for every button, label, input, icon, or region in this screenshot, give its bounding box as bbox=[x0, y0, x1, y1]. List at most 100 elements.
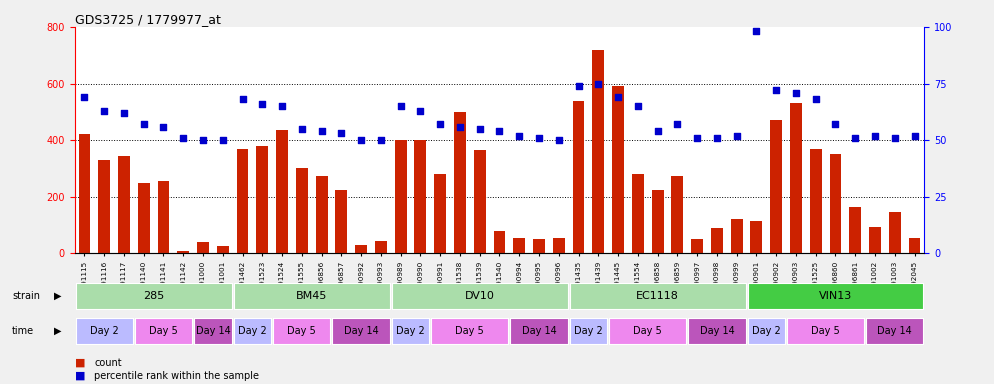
Bar bbox=[355, 245, 367, 253]
Text: count: count bbox=[94, 358, 122, 368]
Point bbox=[373, 137, 389, 143]
Bar bbox=[790, 103, 802, 253]
Point bbox=[729, 132, 745, 139]
Point bbox=[472, 126, 488, 132]
Bar bbox=[474, 150, 486, 253]
Bar bbox=[158, 181, 169, 253]
Text: EC1118: EC1118 bbox=[636, 291, 679, 301]
Point bbox=[235, 96, 250, 103]
Point bbox=[907, 132, 922, 139]
Text: Day 5: Day 5 bbox=[455, 326, 484, 336]
Point bbox=[254, 101, 270, 107]
Bar bbox=[375, 241, 387, 253]
Text: 285: 285 bbox=[143, 291, 164, 301]
Point bbox=[610, 94, 626, 100]
Bar bbox=[711, 228, 723, 253]
Bar bbox=[553, 238, 565, 253]
Point bbox=[393, 103, 409, 109]
Point bbox=[432, 121, 448, 127]
Point bbox=[155, 124, 171, 130]
Point bbox=[709, 135, 725, 141]
Text: Day 14: Day 14 bbox=[344, 326, 379, 336]
Text: Day 5: Day 5 bbox=[287, 326, 316, 336]
Point bbox=[571, 83, 586, 89]
Point bbox=[788, 89, 804, 96]
Text: Day 2: Day 2 bbox=[575, 326, 602, 336]
Point bbox=[413, 108, 428, 114]
Bar bbox=[533, 239, 545, 253]
Bar bbox=[335, 190, 347, 253]
Point bbox=[96, 108, 112, 114]
Text: Day 2: Day 2 bbox=[751, 326, 780, 336]
Bar bbox=[513, 238, 525, 253]
Text: strain: strain bbox=[12, 291, 40, 301]
Bar bbox=[810, 149, 822, 253]
Point bbox=[650, 128, 666, 134]
Text: Day 2: Day 2 bbox=[397, 326, 424, 336]
Point bbox=[492, 128, 508, 134]
Text: percentile rank within the sample: percentile rank within the sample bbox=[94, 371, 259, 381]
Bar bbox=[770, 120, 782, 253]
Bar bbox=[118, 156, 130, 253]
Text: time: time bbox=[12, 326, 34, 336]
Bar bbox=[434, 174, 446, 253]
Point bbox=[847, 135, 863, 141]
Bar bbox=[395, 140, 407, 253]
Bar bbox=[652, 190, 664, 253]
Point bbox=[511, 132, 527, 139]
Point bbox=[116, 110, 132, 116]
Point bbox=[590, 81, 606, 87]
Text: ▶: ▶ bbox=[54, 291, 62, 301]
Bar bbox=[98, 160, 110, 253]
Point bbox=[136, 121, 152, 127]
Point bbox=[669, 121, 685, 127]
Point bbox=[333, 130, 349, 136]
Point bbox=[452, 124, 468, 130]
Bar bbox=[454, 112, 466, 253]
Point bbox=[808, 96, 824, 103]
Point bbox=[314, 128, 330, 134]
Text: GDS3725 / 1779977_at: GDS3725 / 1779977_at bbox=[75, 13, 221, 26]
Bar bbox=[217, 247, 229, 253]
Bar bbox=[632, 174, 644, 253]
Bar bbox=[671, 175, 683, 253]
Bar bbox=[731, 220, 743, 253]
Text: Day 14: Day 14 bbox=[878, 326, 912, 336]
Text: ■: ■ bbox=[75, 371, 85, 381]
Point bbox=[768, 87, 784, 93]
Point bbox=[867, 132, 883, 139]
Text: Day 2: Day 2 bbox=[89, 326, 118, 336]
Text: Day 14: Day 14 bbox=[700, 326, 735, 336]
Bar bbox=[296, 169, 308, 253]
Bar bbox=[79, 134, 90, 253]
Point bbox=[531, 135, 547, 141]
Bar bbox=[237, 149, 248, 253]
Point bbox=[828, 121, 844, 127]
Bar bbox=[276, 130, 288, 253]
Bar bbox=[573, 101, 584, 253]
Point bbox=[175, 135, 191, 141]
Bar bbox=[750, 221, 762, 253]
Point bbox=[77, 94, 92, 100]
Point bbox=[887, 135, 903, 141]
Text: DV10: DV10 bbox=[465, 291, 495, 301]
Text: Day 14: Day 14 bbox=[522, 326, 557, 336]
Text: BM45: BM45 bbox=[296, 291, 327, 301]
Point bbox=[215, 137, 231, 143]
Bar bbox=[256, 146, 268, 253]
Point bbox=[551, 137, 567, 143]
Bar bbox=[889, 212, 901, 253]
Point bbox=[630, 103, 646, 109]
Bar bbox=[909, 238, 920, 253]
Bar bbox=[494, 231, 505, 253]
Bar bbox=[414, 140, 426, 253]
Text: ■: ■ bbox=[75, 358, 85, 368]
Text: Day 14: Day 14 bbox=[196, 326, 231, 336]
Bar bbox=[138, 183, 150, 253]
Bar bbox=[177, 251, 189, 253]
Bar bbox=[830, 154, 841, 253]
Point bbox=[274, 103, 290, 109]
Text: VIN13: VIN13 bbox=[819, 291, 852, 301]
Point bbox=[353, 137, 369, 143]
Bar bbox=[691, 239, 703, 253]
